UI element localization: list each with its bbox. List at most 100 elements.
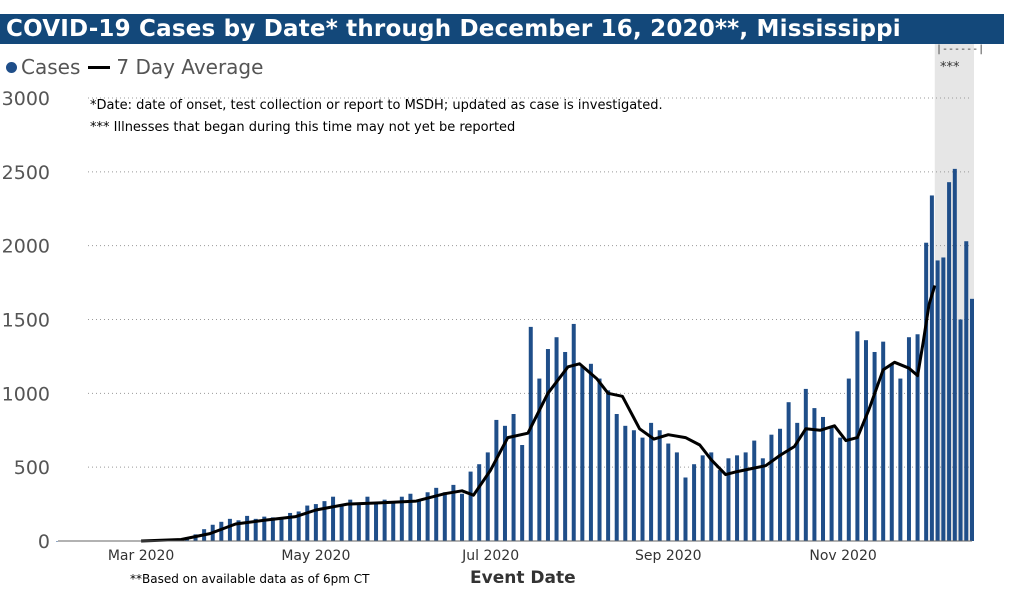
case-bar [442, 492, 447, 541]
case-bar [709, 452, 714, 541]
case-bar [313, 504, 318, 541]
case-bar [322, 501, 327, 541]
case-bar [726, 458, 731, 541]
case-bar [769, 434, 774, 541]
case-bar [915, 334, 920, 541]
y-axis-ticks: 0 500 1000 1500 2000 2500 3000 [2, 88, 50, 553]
case-bar [588, 363, 593, 541]
case-bar [929, 195, 934, 541]
y-tick-label: 2500 [2, 162, 50, 184]
case-bar [829, 425, 834, 541]
legend: Cases 7 Day Average [6, 55, 263, 79]
case-bar [872, 351, 877, 541]
case-bar [674, 452, 679, 541]
case-bar [778, 428, 783, 541]
case-bar [451, 484, 456, 541]
case-bar [356, 502, 361, 541]
case-bar [425, 492, 430, 541]
case-bar [288, 512, 293, 541]
case-bar [227, 518, 232, 541]
cases-bars [56, 168, 974, 542]
case-bar [838, 437, 843, 541]
case-bar [468, 471, 473, 541]
case-bar [812, 408, 817, 541]
x-tick-label: Sep 2020 [635, 548, 701, 564]
case-bar [889, 363, 894, 541]
case-bar [580, 366, 585, 541]
case-bar [245, 515, 250, 541]
case-bar [606, 390, 611, 541]
case-bar [614, 414, 619, 541]
case-bar [898, 378, 903, 541]
x-tick-label: Mar 2020 [108, 548, 175, 564]
case-bar [434, 487, 439, 541]
case-bar [786, 402, 791, 541]
case-bar [952, 168, 957, 541]
case-bar [803, 388, 808, 541]
y-tick-label: 1500 [2, 310, 50, 332]
case-bar [279, 518, 284, 541]
chart-title: COVID-19 Cases by Date* through December… [0, 14, 1004, 44]
case-bar [752, 440, 757, 541]
case-bar [477, 464, 482, 541]
x-tick-label: Jul 2020 [461, 548, 519, 564]
case-bar [623, 425, 628, 541]
x-tick-label: Nov 2020 [809, 548, 876, 564]
case-bar [964, 241, 969, 541]
case-bar [924, 242, 929, 542]
case-bar [339, 505, 344, 541]
cases-legend-dot [6, 61, 17, 73]
case-bar [236, 520, 241, 541]
case-bar [571, 323, 576, 541]
case-bar [947, 182, 952, 542]
y-tick-label: 500 [14, 457, 50, 479]
y-tick-label: 3000 [2, 88, 50, 110]
case-bar [958, 319, 963, 541]
seven-day-average-line [141, 285, 937, 543]
case-bar [253, 518, 258, 541]
case-bar [760, 458, 765, 541]
case-bar [391, 502, 396, 541]
case-bar [683, 477, 688, 541]
case-bar [554, 337, 559, 541]
case-bar [700, 455, 705, 541]
case-bar [374, 502, 379, 541]
case-bar [545, 349, 550, 541]
average-legend-line [88, 65, 111, 69]
case-bar [795, 422, 800, 541]
recent-period-bracket: |------| [936, 44, 985, 55]
y-tick-label: 0 [38, 531, 50, 553]
case-bar [348, 499, 353, 541]
case-bar [640, 437, 645, 541]
case-bar [365, 496, 370, 541]
case-bar [331, 496, 336, 541]
case-bar [597, 378, 602, 541]
illness-note: *** Illnesses that began during this tim… [90, 120, 516, 135]
y-tick-label: 2000 [2, 236, 50, 258]
y-tick-label: 1000 [2, 383, 50, 405]
case-bar [735, 455, 740, 541]
x-axis-ticks: Mar 2020 May 2020 Jul 2020 Sep 2020 Nov 2020 [108, 548, 877, 564]
case-bar [485, 452, 490, 541]
case-bar [399, 496, 404, 541]
case-bar [631, 430, 636, 541]
case-bar [717, 470, 722, 541]
case-bar [881, 341, 886, 541]
case-bar [459, 493, 464, 541]
case-bar [270, 517, 275, 541]
legend-cases-label: Cases [21, 55, 81, 79]
case-bar [494, 419, 499, 541]
recent-period-stars: *** [940, 60, 960, 75]
footnote: **Based on available data as of 6pm CT [130, 572, 370, 586]
case-bar [537, 378, 542, 541]
case-bar [305, 505, 310, 541]
case-bar [906, 337, 911, 541]
case-bar [382, 499, 387, 541]
case-bar [846, 378, 851, 541]
case-bar [863, 340, 868, 541]
legend-average-label: 7 Day Average [116, 55, 264, 79]
case-bar [666, 443, 671, 541]
case-bar [692, 464, 697, 541]
case-bar [941, 257, 946, 541]
